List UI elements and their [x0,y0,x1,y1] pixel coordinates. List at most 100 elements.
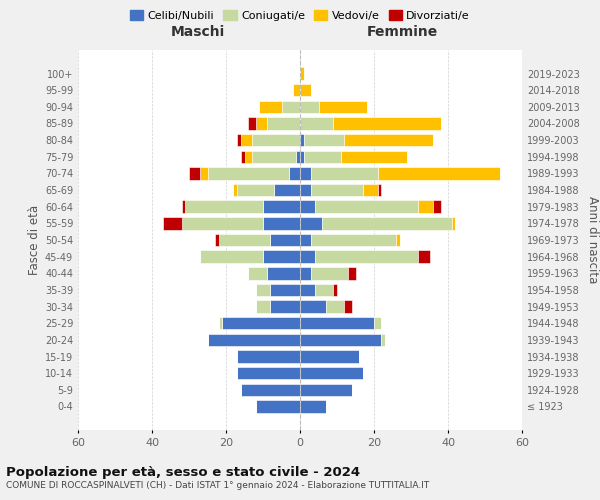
Bar [300,384,352,396]
Bar [319,100,367,113]
Bar [200,250,263,263]
Bar [293,84,300,96]
Bar [341,150,407,163]
Bar [182,200,185,213]
Bar [259,100,281,113]
Text: Maschi: Maschi [171,24,225,38]
Bar [326,300,344,313]
Bar [163,217,182,230]
Bar [315,284,334,296]
Bar [418,250,430,263]
Bar [344,134,433,146]
Bar [300,68,304,80]
Bar [334,117,440,130]
Bar [271,234,300,246]
Bar [300,100,319,113]
Bar [218,317,223,330]
Bar [382,334,385,346]
Bar [281,100,300,113]
Bar [263,250,300,263]
Bar [300,84,311,96]
Bar [237,350,300,363]
Bar [334,284,337,296]
Bar [311,267,348,280]
Bar [300,400,326,412]
Y-axis label: Fasce di età: Fasce di età [28,205,41,275]
Bar [363,184,378,196]
Bar [300,250,315,263]
Bar [185,200,263,213]
Bar [241,384,300,396]
Bar [300,317,374,330]
Bar [237,184,274,196]
Bar [189,167,200,179]
Bar [296,150,300,163]
Bar [271,300,300,313]
Bar [300,184,311,196]
Bar [182,217,263,230]
Bar [315,250,418,263]
Bar [233,184,237,196]
Bar [256,117,266,130]
Bar [252,150,296,163]
Bar [248,267,266,280]
Bar [223,317,300,330]
Bar [241,150,245,163]
Bar [237,367,300,380]
Bar [300,234,311,246]
Text: Popolazione per età, sesso e stato civile - 2024: Popolazione per età, sesso e stato civil… [6,466,360,479]
Bar [300,167,311,179]
Bar [263,217,300,230]
Bar [315,200,418,213]
Bar [200,167,208,179]
Bar [237,134,241,146]
Text: Femmine: Femmine [367,24,438,38]
Bar [218,234,271,246]
Bar [322,217,452,230]
Bar [256,284,271,296]
Bar [289,167,300,179]
Bar [300,367,363,380]
Bar [433,200,440,213]
Bar [266,267,300,280]
Bar [266,117,300,130]
Bar [344,300,352,313]
Bar [256,400,300,412]
Bar [300,200,315,213]
Legend: Celibi/Nubili, Coniugati/e, Vedovi/e, Divorziati/e: Celibi/Nubili, Coniugati/e, Vedovi/e, Di… [125,6,475,25]
Bar [271,284,300,296]
Bar [311,234,396,246]
Bar [215,234,218,246]
Bar [300,284,315,296]
Bar [248,117,256,130]
Bar [452,217,455,230]
Bar [311,184,363,196]
Bar [378,184,382,196]
Bar [374,317,382,330]
Bar [256,300,271,313]
Bar [263,200,300,213]
Text: COMUNE DI ROCCASPINALVETI (CH) - Dati ISTAT 1° gennaio 2024 - Elaborazione TUTTI: COMUNE DI ROCCASPINALVETI (CH) - Dati IS… [6,481,429,490]
Bar [300,150,304,163]
Bar [208,167,289,179]
Bar [300,117,334,130]
Bar [274,184,300,196]
Bar [300,334,382,346]
Bar [300,267,311,280]
Bar [418,200,433,213]
Bar [245,150,252,163]
Bar [241,134,252,146]
Bar [378,167,500,179]
Bar [300,217,322,230]
Y-axis label: Anni di nascita: Anni di nascita [586,196,599,284]
Bar [208,334,300,346]
Bar [300,350,359,363]
Bar [300,300,326,313]
Bar [348,267,355,280]
Bar [252,134,300,146]
Bar [304,134,344,146]
Bar [311,167,378,179]
Bar [304,150,341,163]
Bar [396,234,400,246]
Bar [300,134,304,146]
